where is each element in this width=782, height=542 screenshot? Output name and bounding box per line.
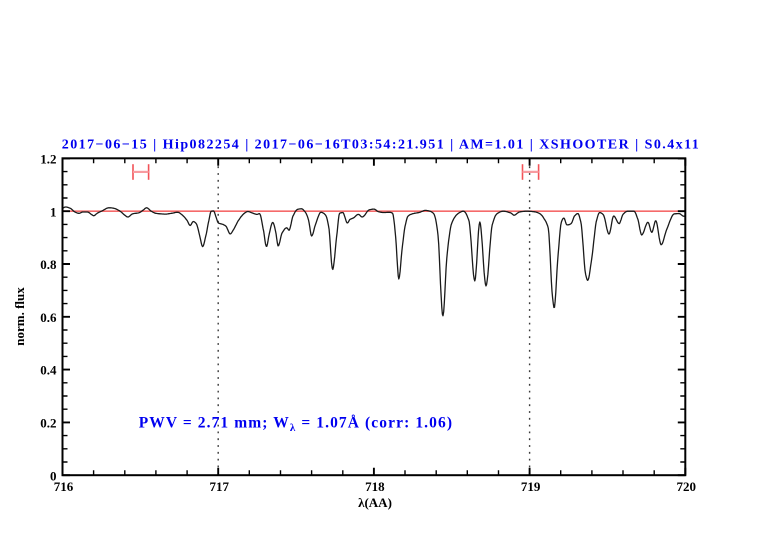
svg-text:λ(AA): λ(AA) bbox=[358, 495, 392, 510]
svg-text:1.2: 1.2 bbox=[40, 152, 56, 167]
svg-text:0.6: 0.6 bbox=[40, 310, 57, 325]
svg-text:0.4: 0.4 bbox=[40, 363, 57, 378]
svg-text:1: 1 bbox=[50, 204, 57, 219]
svg-text:720: 720 bbox=[677, 479, 697, 494]
svg-text:0.2: 0.2 bbox=[40, 416, 56, 431]
svg-text:719: 719 bbox=[521, 479, 541, 494]
svg-text:0.8: 0.8 bbox=[40, 257, 57, 272]
svg-text:718: 718 bbox=[365, 479, 385, 494]
svg-text:PWV = 2.71 mm; Wλ = 1.07Å (cor: PWV = 2.71 mm; Wλ = 1.07Å (corr: 1.06) bbox=[139, 414, 453, 434]
svg-text:716: 716 bbox=[54, 479, 74, 494]
svg-text:norm. flux: norm. flux bbox=[12, 287, 27, 346]
svg-text:2017−06−15 | Hip082254 | 2017−: 2017−06−15 | Hip082254 | 2017−06−16T03:5… bbox=[62, 138, 701, 153]
svg-text:0: 0 bbox=[50, 468, 57, 483]
svg-text:717: 717 bbox=[209, 479, 229, 494]
